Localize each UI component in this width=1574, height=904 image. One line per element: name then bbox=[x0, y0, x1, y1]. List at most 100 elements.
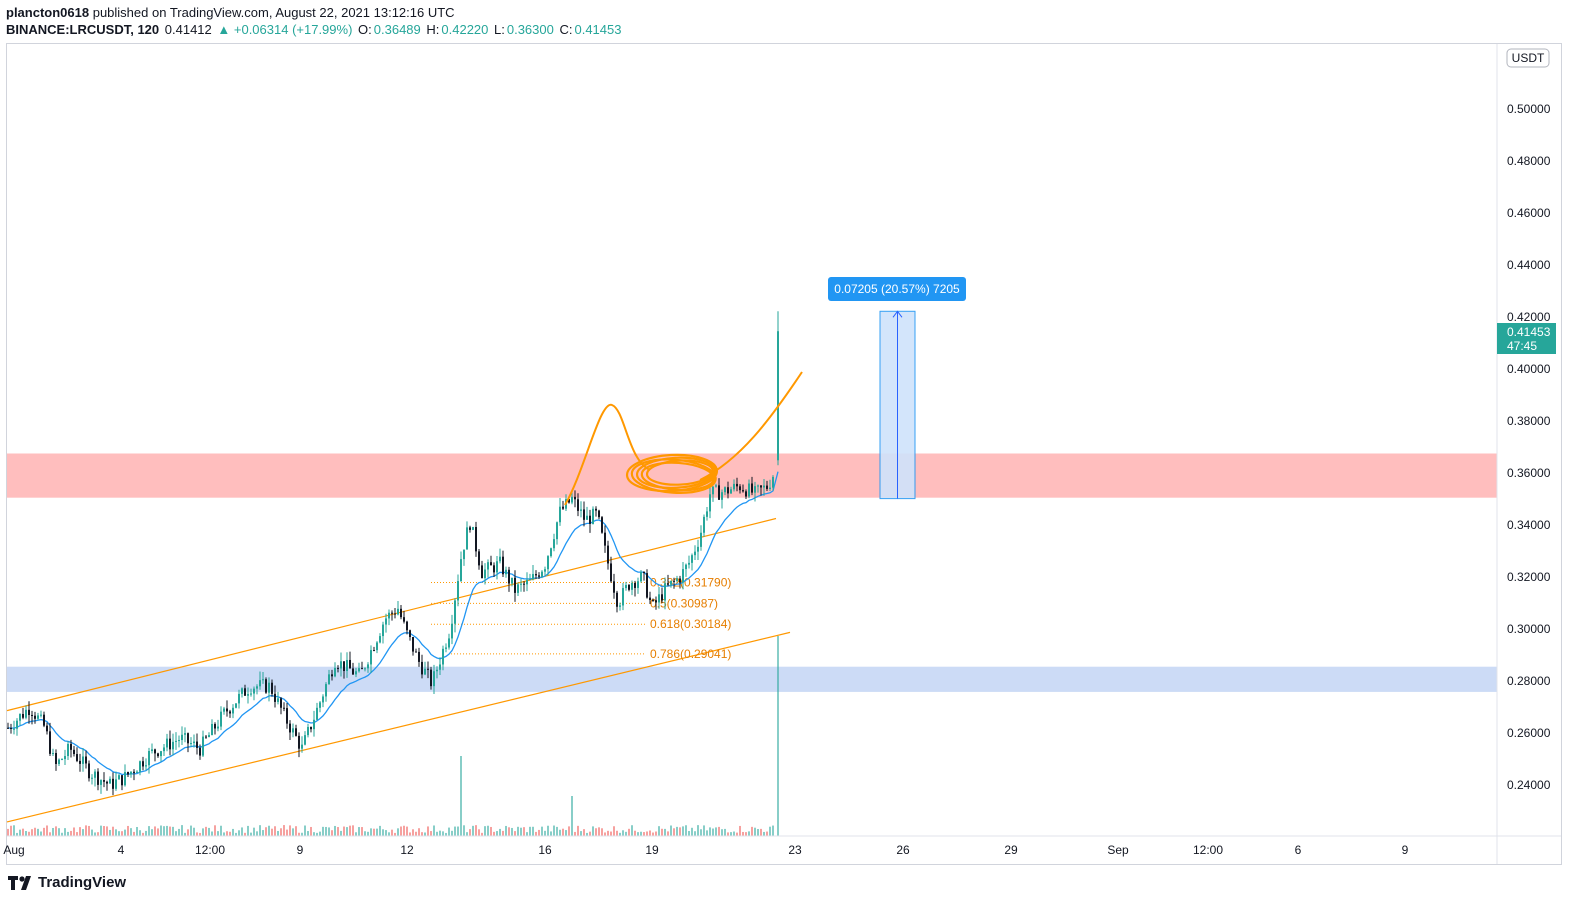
volume-bar bbox=[553, 825, 555, 836]
candle-body bbox=[259, 680, 261, 687]
candle-body bbox=[25, 709, 27, 718]
candle-body bbox=[532, 574, 534, 580]
candle-body bbox=[337, 667, 339, 669]
y-tick-label: 0.48000 bbox=[1507, 154, 1551, 168]
candle-body bbox=[304, 735, 306, 745]
candle-body bbox=[418, 651, 420, 662]
volume-bar bbox=[571, 796, 573, 836]
low-value: 0.36300 bbox=[506, 22, 554, 37]
candle-body bbox=[517, 584, 519, 593]
volume-bar bbox=[130, 828, 132, 836]
candle-body bbox=[730, 489, 732, 494]
candle-body bbox=[535, 574, 537, 576]
volume-bar bbox=[244, 832, 246, 836]
candle-body bbox=[352, 668, 354, 675]
volume-bar bbox=[127, 825, 129, 836]
candle-body bbox=[226, 708, 228, 712]
candle-body bbox=[196, 741, 198, 748]
volume-bar bbox=[166, 825, 168, 836]
volume-bar bbox=[487, 825, 489, 836]
volume-bar bbox=[574, 831, 576, 836]
volume-bar bbox=[79, 827, 81, 836]
volume-bar bbox=[391, 829, 393, 836]
candle-body bbox=[421, 661, 423, 675]
volume-bar bbox=[418, 828, 420, 836]
volume-bar bbox=[757, 829, 759, 836]
candle-body bbox=[694, 551, 696, 556]
volume-bar bbox=[178, 828, 180, 836]
currency-badge[interactable] bbox=[1506, 48, 1550, 68]
volume-bar bbox=[217, 831, 219, 836]
volume-bar bbox=[265, 827, 267, 836]
candle-body bbox=[232, 707, 234, 714]
y-tick-label: 0.30000 bbox=[1507, 622, 1551, 636]
volume-bar bbox=[154, 826, 156, 836]
volume-bar bbox=[160, 825, 162, 836]
volume-bar bbox=[409, 832, 411, 836]
volume-bar bbox=[322, 826, 324, 836]
volume-bar bbox=[52, 827, 54, 836]
volume-bar bbox=[76, 832, 78, 836]
volume-bar bbox=[163, 826, 165, 836]
volume-bar bbox=[610, 831, 612, 836]
y-tick-label: 0.38000 bbox=[1507, 414, 1551, 428]
candle-body bbox=[298, 735, 300, 749]
candle-body bbox=[184, 733, 186, 735]
publish-info: plancton0618 published on TradingView.co… bbox=[6, 5, 455, 20]
volume-bar bbox=[715, 827, 717, 836]
candle-body bbox=[763, 485, 765, 488]
candle-body bbox=[499, 556, 501, 562]
volume-bar bbox=[472, 825, 474, 836]
volume-bar bbox=[427, 826, 429, 836]
drawings-layer bbox=[564, 371, 803, 506]
volume-bar bbox=[706, 830, 708, 836]
volume-bar bbox=[697, 825, 699, 836]
candle-body bbox=[574, 496, 576, 500]
volume-bar bbox=[148, 826, 150, 836]
volume-bar bbox=[664, 828, 666, 836]
volume-bar bbox=[613, 826, 615, 836]
volume-bar bbox=[55, 826, 57, 836]
price-change: ▲ +0.06314 (+17.99%) bbox=[217, 22, 353, 37]
volume-bar bbox=[325, 826, 327, 836]
candle-body bbox=[19, 713, 21, 721]
candle-body bbox=[88, 763, 90, 779]
measure-arrow-head bbox=[892, 310, 903, 318]
volume-bar bbox=[61, 832, 63, 836]
candle-body bbox=[301, 744, 303, 749]
volume-bar bbox=[457, 826, 459, 836]
volume-bar bbox=[643, 832, 645, 836]
open-label: O: bbox=[358, 22, 372, 37]
candle-body bbox=[748, 483, 750, 497]
candle-body bbox=[604, 532, 606, 546]
volume-bar bbox=[238, 830, 240, 836]
symbol-label[interactable]: BINANCE:LRCUSDT, 120 bbox=[6, 22, 160, 37]
volume-bar bbox=[736, 832, 738, 836]
candle-body bbox=[256, 686, 258, 689]
x-tick-label: 23 bbox=[788, 843, 802, 857]
volume-bar bbox=[334, 825, 336, 836]
volume-bar bbox=[394, 832, 396, 836]
x-tick-label: 9 bbox=[1402, 843, 1409, 857]
candle-body bbox=[538, 575, 540, 577]
volume-bar bbox=[511, 827, 513, 836]
volume-bar bbox=[769, 826, 771, 836]
author-name[interactable]: plancton0618 bbox=[6, 5, 90, 20]
candle-body bbox=[49, 731, 51, 754]
candle-body bbox=[262, 679, 264, 681]
volume-bar bbox=[271, 828, 273, 836]
candle-body bbox=[85, 756, 87, 764]
candle-body bbox=[37, 715, 39, 719]
candle-body bbox=[385, 618, 387, 625]
candle-body bbox=[508, 569, 510, 584]
measure-label-box[interactable] bbox=[828, 277, 966, 301]
volume-bar bbox=[712, 828, 714, 836]
candle-body bbox=[28, 709, 30, 715]
candle-body bbox=[610, 563, 612, 582]
tradingview-logo[interactable]: TradingView bbox=[8, 874, 126, 891]
volume-bar bbox=[475, 825, 477, 836]
volume-bar bbox=[721, 829, 723, 836]
candle-body bbox=[229, 711, 231, 714]
volume-bar bbox=[7, 828, 9, 836]
